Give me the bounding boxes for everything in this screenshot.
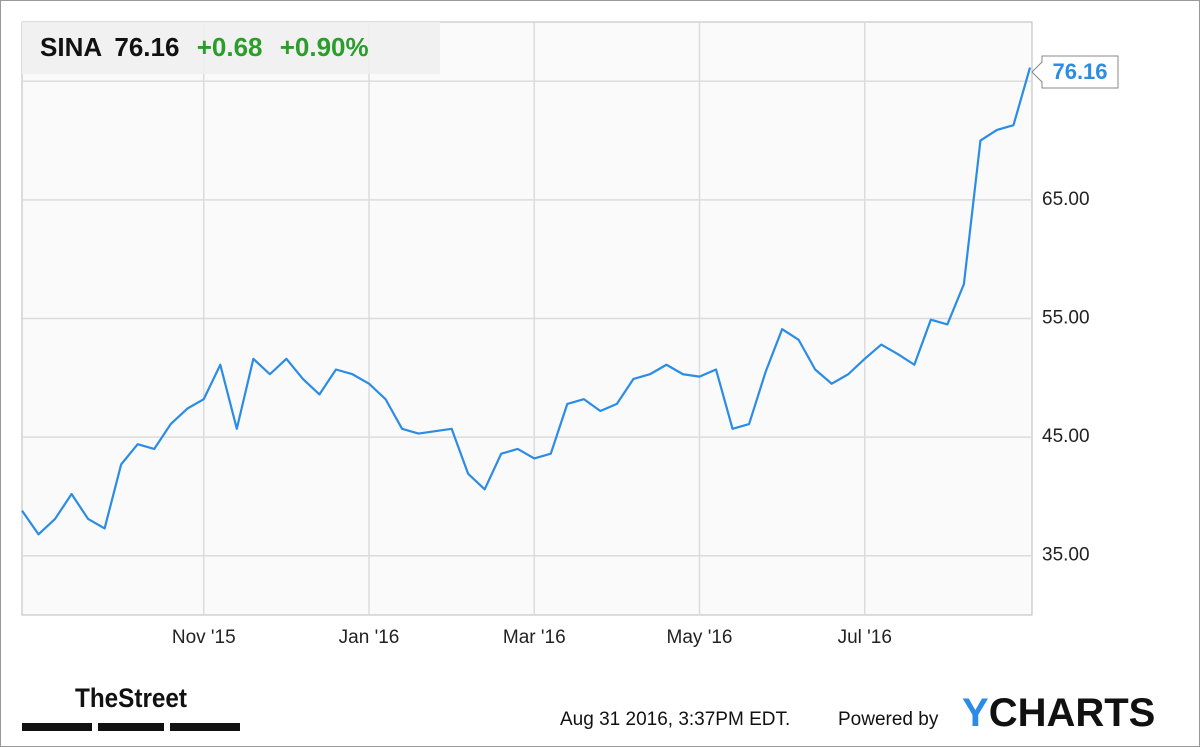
callout-box <box>1031 55 1119 89</box>
y-tick-label: 55.00 <box>1042 308 1090 329</box>
x-tick-label: May '16 <box>667 627 733 648</box>
x-tick-label: Jan '16 <box>339 627 400 648</box>
quote-box <box>22 22 440 74</box>
price-line <box>21 67 1032 536</box>
price: 76.16 <box>114 32 179 62</box>
y-tick-label: 65.00 <box>1042 189 1090 210</box>
x-tick-label: Mar '16 <box>503 627 566 648</box>
source-logo: TheStreet <box>75 683 187 713</box>
x-tick-label: Jul '16 <box>838 627 892 648</box>
symbol: SINA <box>40 32 102 62</box>
logo-bar <box>98 723 164 731</box>
timestamp: Aug 31 2016, 3:37PM EDT. <box>560 709 790 730</box>
lines <box>21 67 1032 536</box>
grid <box>22 22 1032 615</box>
powered-by: Powered by <box>838 709 939 730</box>
brand-initial: Y <box>962 691 989 735</box>
last-value-callout: 76.16 <box>1031 55 1119 89</box>
logo-bar <box>22 723 92 731</box>
y-tick-label: 35.00 <box>1042 545 1090 566</box>
brand: YCHARTS <box>962 691 1155 735</box>
change: +0.68 <box>197 32 263 62</box>
x-tick-label: Nov '15 <box>172 627 236 648</box>
callout-text: 76.16 <box>1052 59 1107 84</box>
quote: SINA 76.16 +0.68 +0.90% <box>40 32 369 62</box>
change-pct: +0.90% <box>280 32 369 62</box>
y-tick-label: 45.00 <box>1042 426 1090 447</box>
brand-rest: CHARTS <box>989 691 1156 735</box>
logo-bar <box>170 723 240 731</box>
